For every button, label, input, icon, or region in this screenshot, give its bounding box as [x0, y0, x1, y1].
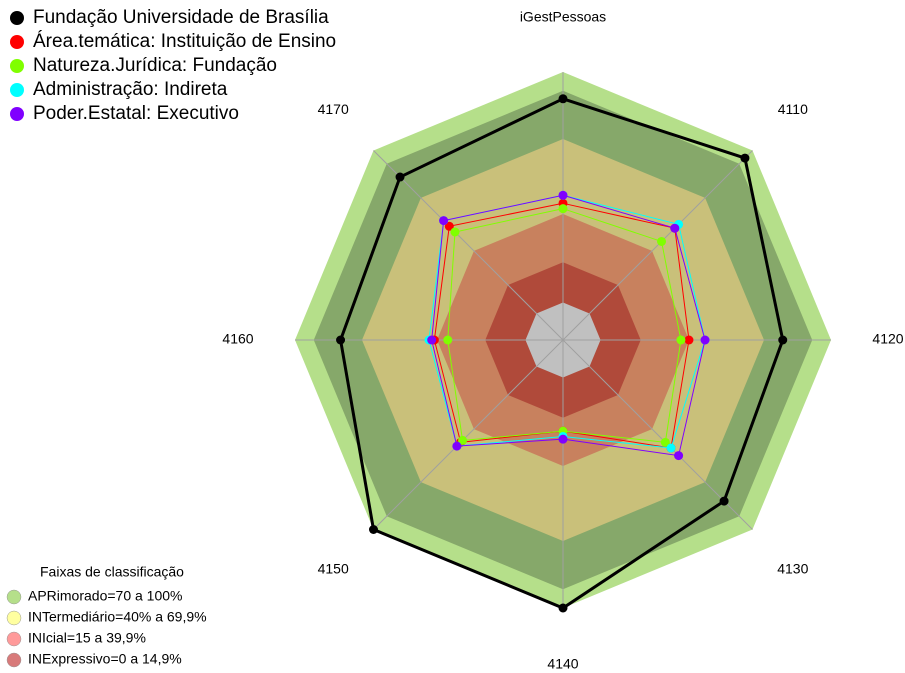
axis-label: iGestPessoas: [520, 9, 606, 25]
legend-label: Fundação Universidade de Brasília: [33, 7, 329, 28]
legend2-title: Faixas de classificação: [40, 564, 184, 580]
series-point: [676, 335, 686, 345]
series-point: [657, 236, 667, 246]
axis-label: 4160: [222, 331, 253, 347]
axis-label: 4150: [318, 561, 349, 577]
series-point: [684, 335, 694, 345]
series-point: [700, 335, 710, 345]
legend-marker: [10, 11, 24, 25]
legend2-marker: [6, 631, 22, 647]
axis-label: 4110: [778, 101, 808, 117]
axis-label: 4140: [547, 656, 578, 672]
series-point: [558, 603, 568, 613]
axis-label: 4170: [318, 101, 349, 117]
legend-label: Natureza.Jurídica: Fundação: [33, 55, 277, 76]
legend-marker: [10, 59, 24, 73]
series-point: [660, 437, 670, 447]
series-point: [558, 434, 568, 444]
series-point: [558, 94, 568, 104]
legend2-marker: [6, 652, 22, 668]
legend2-label: INExpressivo=0 a 14,9%: [28, 651, 182, 667]
legend2-label: APRimorado=70 a 100%: [28, 588, 183, 604]
legend2-marker: [6, 610, 22, 626]
series-point: [444, 221, 454, 231]
series-point: [458, 435, 468, 445]
series-point: [439, 216, 449, 226]
series-point: [670, 223, 680, 233]
series-point: [427, 335, 437, 345]
legend-marker: [10, 83, 24, 97]
series-point: [336, 335, 346, 345]
series-point: [674, 451, 684, 461]
axis-label: 4120: [872, 331, 903, 347]
legend-label: Administração: Indireta: [33, 79, 228, 100]
legend2-marker: [6, 589, 22, 605]
legend-marker: [10, 107, 24, 121]
series-point: [558, 204, 568, 214]
legend-marker: [10, 35, 24, 49]
axis-spoke: [373, 150, 564, 341]
series-point: [719, 496, 729, 506]
series-point: [778, 335, 788, 345]
series-point: [443, 335, 453, 345]
legend-label: Poder.Estatal: Executivo: [33, 103, 239, 124]
legend2-label: INIcial=15 a 39,9%: [28, 630, 146, 646]
series-point: [395, 172, 405, 182]
axis-label: 4130: [777, 561, 808, 577]
series-point: [666, 443, 676, 453]
legend-label: Área.temática: Instituição de Ensino: [33, 31, 336, 52]
series-point: [368, 525, 378, 535]
series-point: [450, 227, 460, 237]
series-point: [740, 153, 750, 163]
axis-spoke: [373, 339, 564, 530]
axis-spoke: [562, 150, 753, 341]
series-point: [452, 441, 462, 451]
series-point: [558, 190, 568, 200]
legend2-label: INTermediário=40% a 69,9%: [28, 609, 207, 625]
